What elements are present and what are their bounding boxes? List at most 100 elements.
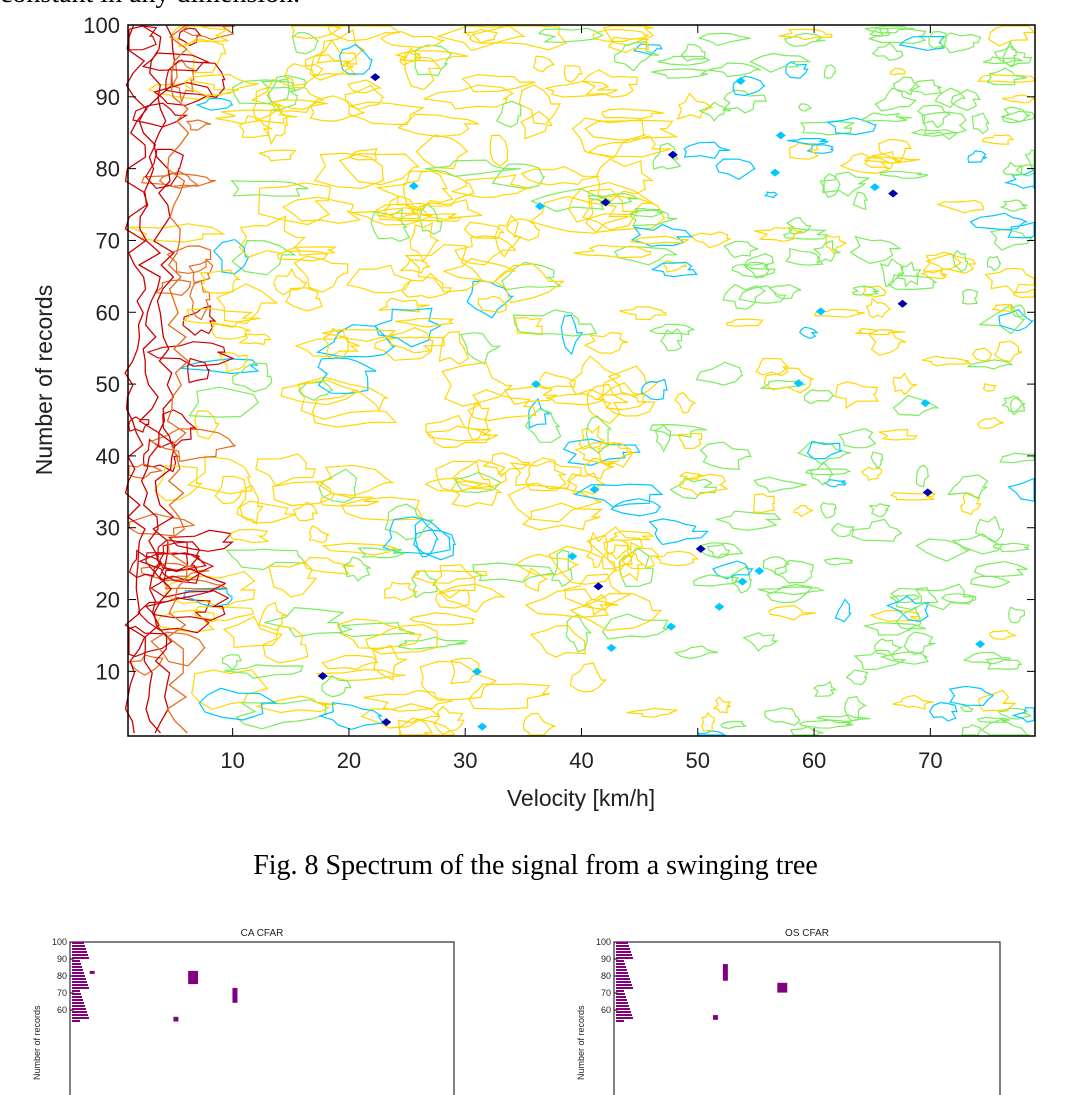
contour-line — [185, 119, 212, 131]
contour-line — [845, 669, 869, 686]
contour-line — [892, 694, 934, 710]
contour-line — [870, 451, 884, 470]
contour-line — [282, 196, 362, 224]
contour-line — [613, 40, 660, 72]
contour-line — [1007, 221, 1035, 239]
contour-line — [867, 329, 907, 356]
detection-mark — [173, 1016, 179, 1022]
contour-line — [967, 359, 1013, 370]
contour-line — [812, 681, 838, 697]
contour-line — [648, 323, 695, 336]
contour-line — [834, 381, 879, 409]
contour-line — [494, 214, 522, 258]
contour-peak — [975, 640, 986, 649]
detection-mark — [616, 1017, 633, 1019]
contour-line — [466, 280, 515, 319]
detection-mark — [616, 1005, 629, 1007]
detection-mark — [72, 1017, 89, 1019]
contour-line — [364, 623, 439, 655]
detection-mark — [72, 981, 87, 983]
contour-line — [936, 199, 985, 214]
contour-line — [145, 552, 201, 582]
contour-line — [839, 152, 890, 175]
contour-line — [321, 674, 352, 698]
y-tick-label: 70 — [96, 228, 120, 253]
contour-line — [569, 662, 607, 693]
contour-peak — [695, 544, 706, 553]
contour-line — [560, 314, 584, 356]
small-y-tick-label: 60 — [57, 1005, 67, 1015]
contour-line — [132, 102, 189, 128]
contour-line — [993, 45, 1033, 68]
detection-mark — [616, 984, 632, 986]
detection-mark — [72, 951, 87, 953]
contour-line — [993, 340, 1023, 363]
contour-line — [879, 651, 929, 665]
contour-line — [264, 606, 345, 638]
contour-line — [619, 306, 667, 321]
contour-line — [425, 159, 521, 178]
x-tick-label: 40 — [569, 748, 593, 773]
contour-line — [514, 316, 543, 336]
contour-line — [426, 425, 499, 442]
contour-line — [895, 606, 922, 630]
contour-line — [128, 25, 158, 51]
contour-line — [834, 598, 852, 623]
contour-line — [819, 501, 837, 519]
contour-line — [782, 226, 829, 240]
contour-line — [435, 460, 492, 493]
contour-line — [378, 297, 430, 313]
contour-line — [225, 548, 308, 571]
contour-line — [812, 240, 841, 264]
contour-line — [879, 257, 904, 288]
contour-line — [725, 318, 764, 327]
contour-line — [695, 361, 744, 386]
contour-line — [753, 476, 807, 493]
contour-line — [521, 502, 603, 531]
contour-peak — [477, 722, 488, 731]
contour-line — [877, 428, 918, 441]
contour-line — [195, 97, 234, 111]
contour-peak — [793, 379, 804, 388]
detection-mark — [72, 990, 80, 992]
contour-line — [652, 142, 682, 170]
contour-line — [998, 308, 1035, 332]
detection-mark — [616, 999, 627, 1001]
contour-line — [986, 255, 1002, 271]
contour-peak — [530, 380, 541, 389]
contour-line — [830, 522, 855, 538]
contour-line — [712, 696, 733, 714]
contour-line — [397, 636, 468, 650]
contour-line — [601, 108, 665, 120]
contour-line — [239, 484, 264, 526]
contour-line — [701, 711, 716, 732]
contour-line — [806, 144, 834, 154]
contour-line — [959, 492, 982, 516]
contour-line — [869, 27, 891, 38]
contour-line — [950, 89, 981, 111]
detection-mark — [72, 1011, 87, 1013]
contour-line — [322, 329, 397, 342]
contour-line — [585, 195, 667, 233]
contour-line — [336, 618, 422, 650]
os-cfar-ticks: 60 70 80 90 100 — [596, 937, 618, 1015]
detection-mark — [72, 954, 88, 956]
os-cfar-title: OS CFAR — [785, 928, 829, 939]
contour-peak — [922, 488, 933, 497]
contour-line — [989, 228, 1033, 251]
contour-line — [403, 170, 454, 212]
contour-peak — [589, 485, 600, 494]
contour-line — [669, 477, 718, 500]
contour-line — [267, 561, 318, 598]
os-cfar-frame — [613, 941, 1001, 1095]
contour-peak — [888, 189, 899, 198]
contour-line — [597, 441, 632, 468]
contour-line — [357, 547, 406, 559]
contour-line — [530, 624, 587, 658]
contour-line — [868, 503, 891, 518]
detection-mark — [722, 964, 728, 981]
contour-line — [378, 212, 463, 222]
y-tick-label: 100 — [83, 13, 120, 38]
detection-mark — [616, 966, 626, 968]
